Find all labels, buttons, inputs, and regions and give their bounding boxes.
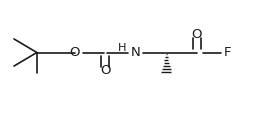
Text: N: N [131,46,141,59]
Text: H: H [118,42,126,53]
Text: O: O [70,46,80,59]
Text: O: O [192,28,202,41]
Text: O: O [100,64,111,77]
Text: F: F [224,46,231,59]
